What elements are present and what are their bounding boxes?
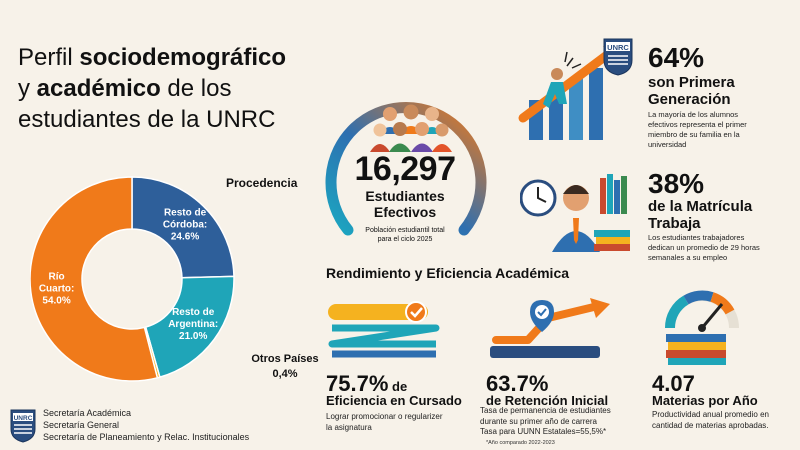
chart-title: Procedencia [226, 176, 298, 190]
footer: UNRC Secretaría Académica Secretaría Gen… [10, 407, 310, 447]
working-pct: 38% [648, 168, 705, 199]
slice-label-otros-paises: Otros Países 0,4% [251, 353, 319, 380]
working-desc: Los estudiantes trabajadores dedican un … [648, 233, 760, 262]
svg-text:UNRC: UNRC [14, 415, 33, 422]
footer-line: Secretaría de Planeamiento y Relac. Inst… [43, 432, 250, 442]
svg-text:UNRC: UNRC [607, 43, 629, 52]
kpi-retention-desc: Tasa de permanencia de estudiantes duran… [480, 406, 611, 436]
page-title: Perfil sociodemográfico y académico de l… [18, 44, 287, 133]
slice-label-resto-de-argentina: Resto de Argentina: 21.0% [168, 307, 218, 342]
kpi-retention-note: *Año comparado 2022-2023 [486, 440, 555, 446]
donut-slice-r-o-cuarto [29, 176, 159, 382]
kpi-retention-value: 63.7% [486, 371, 549, 396]
section-title: Rendimiento y Eficiencia Académica [326, 265, 570, 281]
students-label: Estudiantes Efectivos [365, 188, 445, 220]
unrc-logo-icon: UNRC [603, 38, 633, 76]
donut-svg: Resto de Córdoba: 24.6% Resto de Argentina: 2… [29, 176, 235, 382]
students-count: 16,297 [354, 150, 457, 188]
first-gen-pct: 64% [648, 42, 705, 73]
procedencia-donut-chart: Resto de Córdoba: 24.6% Resto de Argentina: 2… [29, 168, 235, 390]
first-gen-title: son Primera Generación [648, 74, 735, 108]
efficiency-icon [328, 301, 440, 358]
donut-slice-resto-de-c-rdoba [131, 176, 235, 279]
students-group-icon [370, 104, 452, 152]
kpi-subjects-desc: Productividad anual promedio en cantidad… [652, 410, 769, 430]
student-worker-icon [520, 174, 630, 252]
kpi-efficiency-desc: Lograr promocionar o regularizer la asig… [326, 412, 443, 432]
footer-lines: Secretaría Académica Secretaría General … [43, 407, 249, 443]
slice-label-resto-de-c-rdoba: Resto de Córdoba: 24.6% [163, 208, 207, 243]
retention-icon [490, 298, 610, 358]
students-sub: Población estudiantil total para el cicl… [365, 227, 445, 243]
kpi-efficiency-value: 75.7% de [326, 371, 408, 396]
kpi-subjects-title: Materias por Año [652, 393, 758, 408]
subjects-per-year-icon [664, 290, 739, 365]
kpi-subjects-value: 4.07 [652, 371, 695, 396]
growth-stairs-icon [518, 46, 619, 140]
kpi-retention-title: de Retención Inicial [486, 393, 609, 408]
slice-label-r-o-cuarto: Río Cuarto: 54.0% [39, 272, 75, 307]
kpi-efficiency-title: Eficiencia en Cursado [326, 393, 462, 408]
footer-line: Secretaría Académica [43, 408, 132, 418]
footer-line: Secretaría General [43, 420, 120, 430]
first-gen-desc: La mayoría de los alumnos efectivos repr… [648, 110, 747, 149]
unrc-logo-icon: UNRC [10, 409, 36, 443]
working-title: de la Matrícula Trabaja [648, 198, 753, 232]
